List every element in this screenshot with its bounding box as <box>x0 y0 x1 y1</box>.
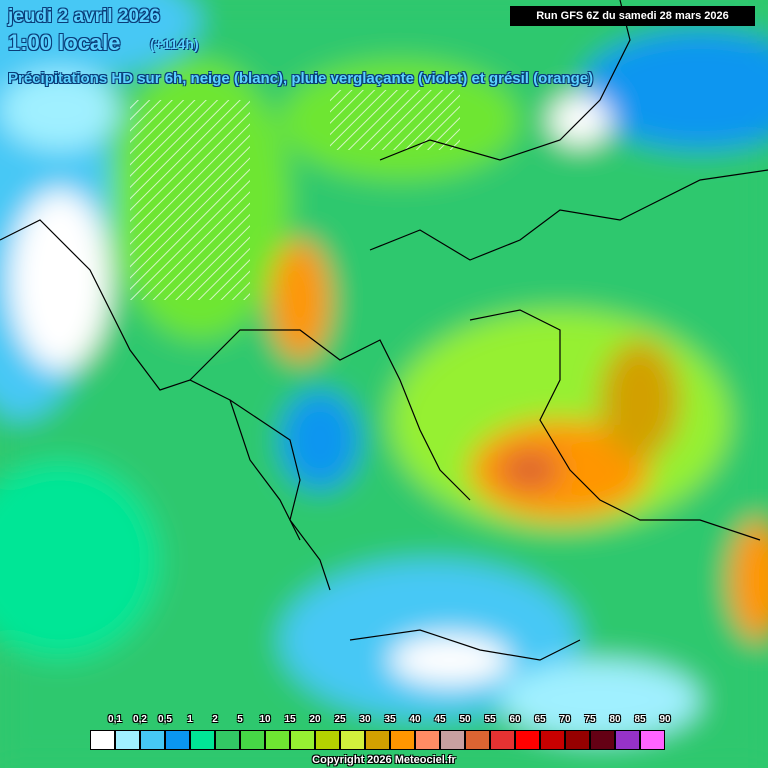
legend-swatch <box>390 730 415 750</box>
legend-label: 45 <box>434 714 446 725</box>
run-info: Run GFS 6Z du samedi 28 mars 2026 <box>510 6 755 26</box>
legend-label: 0,2 <box>133 714 147 725</box>
time: 1:00 locale <box>8 30 121 55</box>
legend-swatch <box>90 730 115 750</box>
legend-label: 35 <box>384 714 396 725</box>
legend-label: 5 <box>237 714 243 725</box>
legend-swatch <box>615 730 640 750</box>
legend-label: 60 <box>509 714 521 725</box>
legend-label: 10 <box>259 714 271 725</box>
legend-label: 75 <box>584 714 596 725</box>
legend-swatch <box>165 730 190 750</box>
copyright: Copyright 2026 Meteociel.fr <box>312 754 456 766</box>
legend-swatch <box>240 730 265 750</box>
legend: 0,1 0,2 0,5 1 2 5 10 15 20 25 30 35 40 45 50 55 60 65 70 75… <box>90 712 671 764</box>
lead-time: (+114h) <box>150 36 199 52</box>
legend-label: 40 <box>409 714 421 725</box>
legend-label: 50 <box>459 714 471 725</box>
legend-swatch <box>290 730 315 750</box>
legend-swatch <box>365 730 390 750</box>
legend-swatch <box>190 730 215 750</box>
legend-label: 55 <box>484 714 496 725</box>
legend-swatch <box>465 730 490 750</box>
legend-swatch <box>140 730 165 750</box>
subtitle: Précipitations HD sur 6h, neige (blanc),… <box>8 70 594 87</box>
legend-swatch <box>540 730 565 750</box>
legend-label: 2 <box>212 714 218 725</box>
legend-swatch <box>565 730 590 750</box>
legend-swatch <box>215 730 240 750</box>
legend-label: 30 <box>359 714 371 725</box>
legend-swatch <box>340 730 365 750</box>
legend-label: 25 <box>334 714 346 725</box>
legend-label: 85 <box>634 714 646 725</box>
legend-swatch <box>265 730 290 750</box>
legend-label: 90 <box>659 714 671 725</box>
legend-label: 20 <box>309 714 321 725</box>
legend-swatch <box>115 730 140 750</box>
legend-swatch <box>315 730 340 750</box>
legend-swatch <box>415 730 440 750</box>
legend-label: 80 <box>609 714 621 725</box>
legend-swatch <box>515 730 540 750</box>
legend-label: 70 <box>559 714 571 725</box>
legend-swatch <box>640 730 665 750</box>
legend-swatch <box>490 730 515 750</box>
legend-swatch <box>440 730 465 750</box>
legend-label: 0,1 <box>108 714 122 725</box>
legend-label: 65 <box>534 714 546 725</box>
date: jeudi 2 avril 2026 <box>8 6 161 27</box>
legend-swatch <box>590 730 615 750</box>
legend-label: 1 <box>187 714 193 725</box>
legend-label: 15 <box>284 714 296 725</box>
legend-label: 0,5 <box>158 714 172 725</box>
